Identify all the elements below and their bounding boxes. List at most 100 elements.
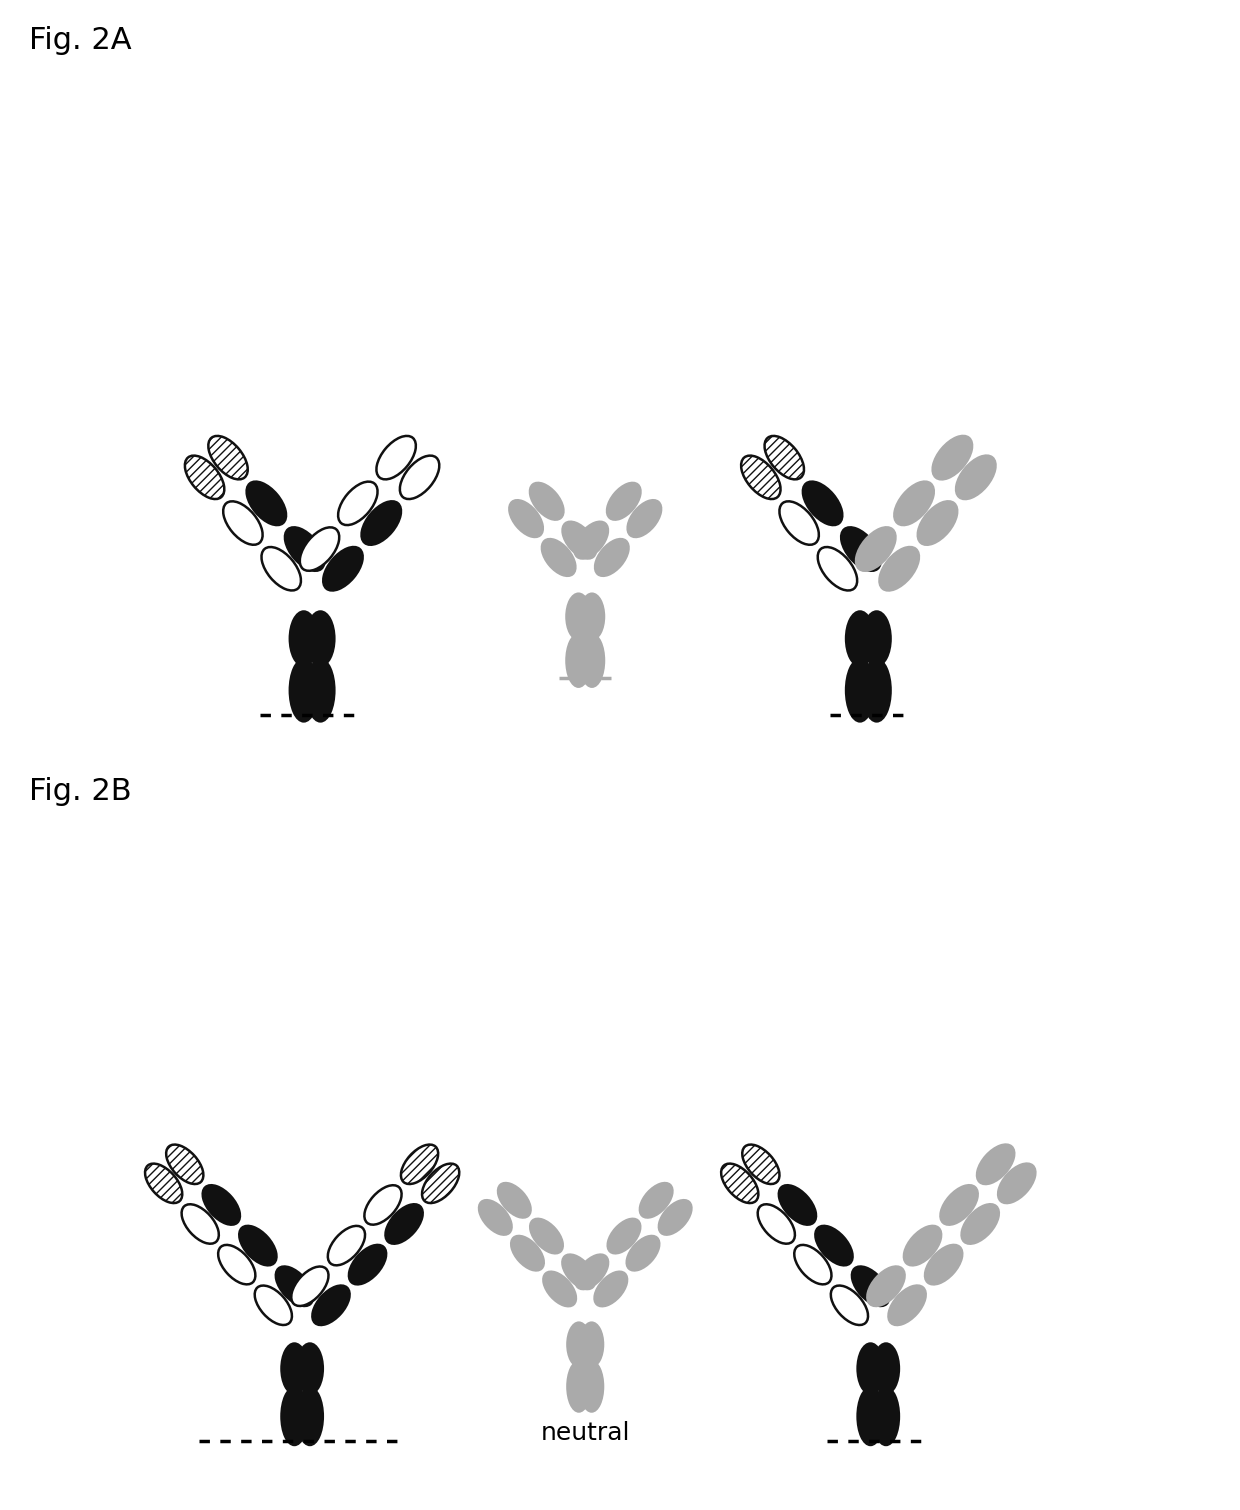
Ellipse shape: [275, 1267, 312, 1306]
Ellipse shape: [580, 634, 604, 687]
Ellipse shape: [918, 501, 957, 545]
Ellipse shape: [185, 456, 224, 500]
Ellipse shape: [743, 1145, 780, 1184]
Ellipse shape: [567, 1323, 590, 1367]
Ellipse shape: [608, 1219, 641, 1253]
Ellipse shape: [856, 527, 895, 571]
Ellipse shape: [831, 1285, 868, 1324]
Ellipse shape: [817, 547, 857, 590]
Ellipse shape: [640, 1182, 672, 1217]
Text: Fig. 2B: Fig. 2B: [29, 776, 131, 806]
Ellipse shape: [940, 1185, 977, 1225]
Ellipse shape: [894, 482, 934, 525]
Ellipse shape: [567, 593, 590, 640]
Ellipse shape: [166, 1145, 203, 1184]
Ellipse shape: [742, 456, 780, 500]
Ellipse shape: [247, 482, 286, 525]
Ellipse shape: [306, 660, 335, 722]
Ellipse shape: [562, 1255, 595, 1290]
Ellipse shape: [867, 1267, 905, 1306]
Text: Fig. 2A: Fig. 2A: [29, 26, 131, 54]
Ellipse shape: [290, 660, 317, 722]
Ellipse shape: [497, 1182, 531, 1217]
Ellipse shape: [567, 1362, 590, 1412]
Ellipse shape: [846, 612, 874, 666]
Ellipse shape: [543, 1271, 577, 1306]
Ellipse shape: [722, 1164, 759, 1203]
Ellipse shape: [339, 482, 377, 525]
Ellipse shape: [904, 1226, 941, 1265]
Ellipse shape: [145, 1164, 182, 1203]
Ellipse shape: [567, 634, 590, 687]
Ellipse shape: [925, 1244, 962, 1285]
Ellipse shape: [422, 1164, 459, 1203]
Ellipse shape: [218, 1244, 255, 1285]
Ellipse shape: [932, 436, 972, 479]
Ellipse shape: [779, 1185, 816, 1225]
Ellipse shape: [956, 456, 996, 500]
Ellipse shape: [223, 501, 263, 545]
Ellipse shape: [574, 521, 608, 559]
Ellipse shape: [594, 1271, 627, 1306]
Ellipse shape: [863, 612, 890, 666]
Ellipse shape: [580, 1323, 603, 1367]
Ellipse shape: [377, 436, 415, 479]
Ellipse shape: [542, 539, 575, 575]
Ellipse shape: [300, 527, 340, 571]
Ellipse shape: [627, 500, 661, 538]
Ellipse shape: [281, 1344, 308, 1394]
Ellipse shape: [852, 1267, 889, 1306]
Ellipse shape: [285, 527, 325, 571]
Ellipse shape: [312, 1285, 350, 1324]
Ellipse shape: [386, 1205, 423, 1244]
Ellipse shape: [254, 1285, 291, 1324]
Ellipse shape: [529, 1219, 563, 1253]
Ellipse shape: [858, 1344, 883, 1394]
Ellipse shape: [998, 1164, 1035, 1203]
Ellipse shape: [510, 500, 543, 538]
Ellipse shape: [298, 1344, 322, 1394]
Ellipse shape: [580, 1362, 603, 1412]
Ellipse shape: [816, 1226, 853, 1265]
Ellipse shape: [795, 1244, 832, 1285]
Ellipse shape: [511, 1235, 544, 1270]
Ellipse shape: [780, 501, 818, 545]
Ellipse shape: [290, 612, 317, 666]
Ellipse shape: [298, 1388, 322, 1445]
Ellipse shape: [362, 501, 401, 545]
Ellipse shape: [873, 1388, 899, 1445]
Ellipse shape: [977, 1145, 1014, 1184]
Ellipse shape: [399, 456, 439, 500]
Ellipse shape: [575, 1255, 609, 1290]
Ellipse shape: [291, 1267, 329, 1306]
Ellipse shape: [595, 539, 629, 575]
Ellipse shape: [765, 436, 804, 479]
Ellipse shape: [758, 1205, 795, 1244]
Ellipse shape: [281, 1388, 308, 1445]
Ellipse shape: [529, 483, 564, 519]
Ellipse shape: [580, 593, 604, 640]
Ellipse shape: [324, 547, 362, 590]
Ellipse shape: [327, 1226, 365, 1265]
Ellipse shape: [262, 547, 301, 590]
Ellipse shape: [846, 660, 874, 722]
Ellipse shape: [606, 483, 641, 519]
Ellipse shape: [863, 660, 890, 722]
Ellipse shape: [961, 1205, 998, 1244]
Ellipse shape: [802, 482, 842, 525]
Ellipse shape: [208, 436, 248, 479]
Ellipse shape: [479, 1200, 512, 1235]
Ellipse shape: [239, 1226, 277, 1265]
Ellipse shape: [348, 1244, 386, 1285]
Ellipse shape: [858, 1388, 883, 1445]
Text: neutral: neutral: [541, 1421, 630, 1445]
Ellipse shape: [365, 1185, 402, 1225]
Ellipse shape: [181, 1205, 218, 1244]
Ellipse shape: [562, 521, 596, 559]
Ellipse shape: [401, 1145, 438, 1184]
Ellipse shape: [658, 1200, 692, 1235]
Ellipse shape: [306, 612, 335, 666]
Ellipse shape: [626, 1235, 660, 1270]
Ellipse shape: [841, 527, 880, 571]
Ellipse shape: [202, 1185, 239, 1225]
